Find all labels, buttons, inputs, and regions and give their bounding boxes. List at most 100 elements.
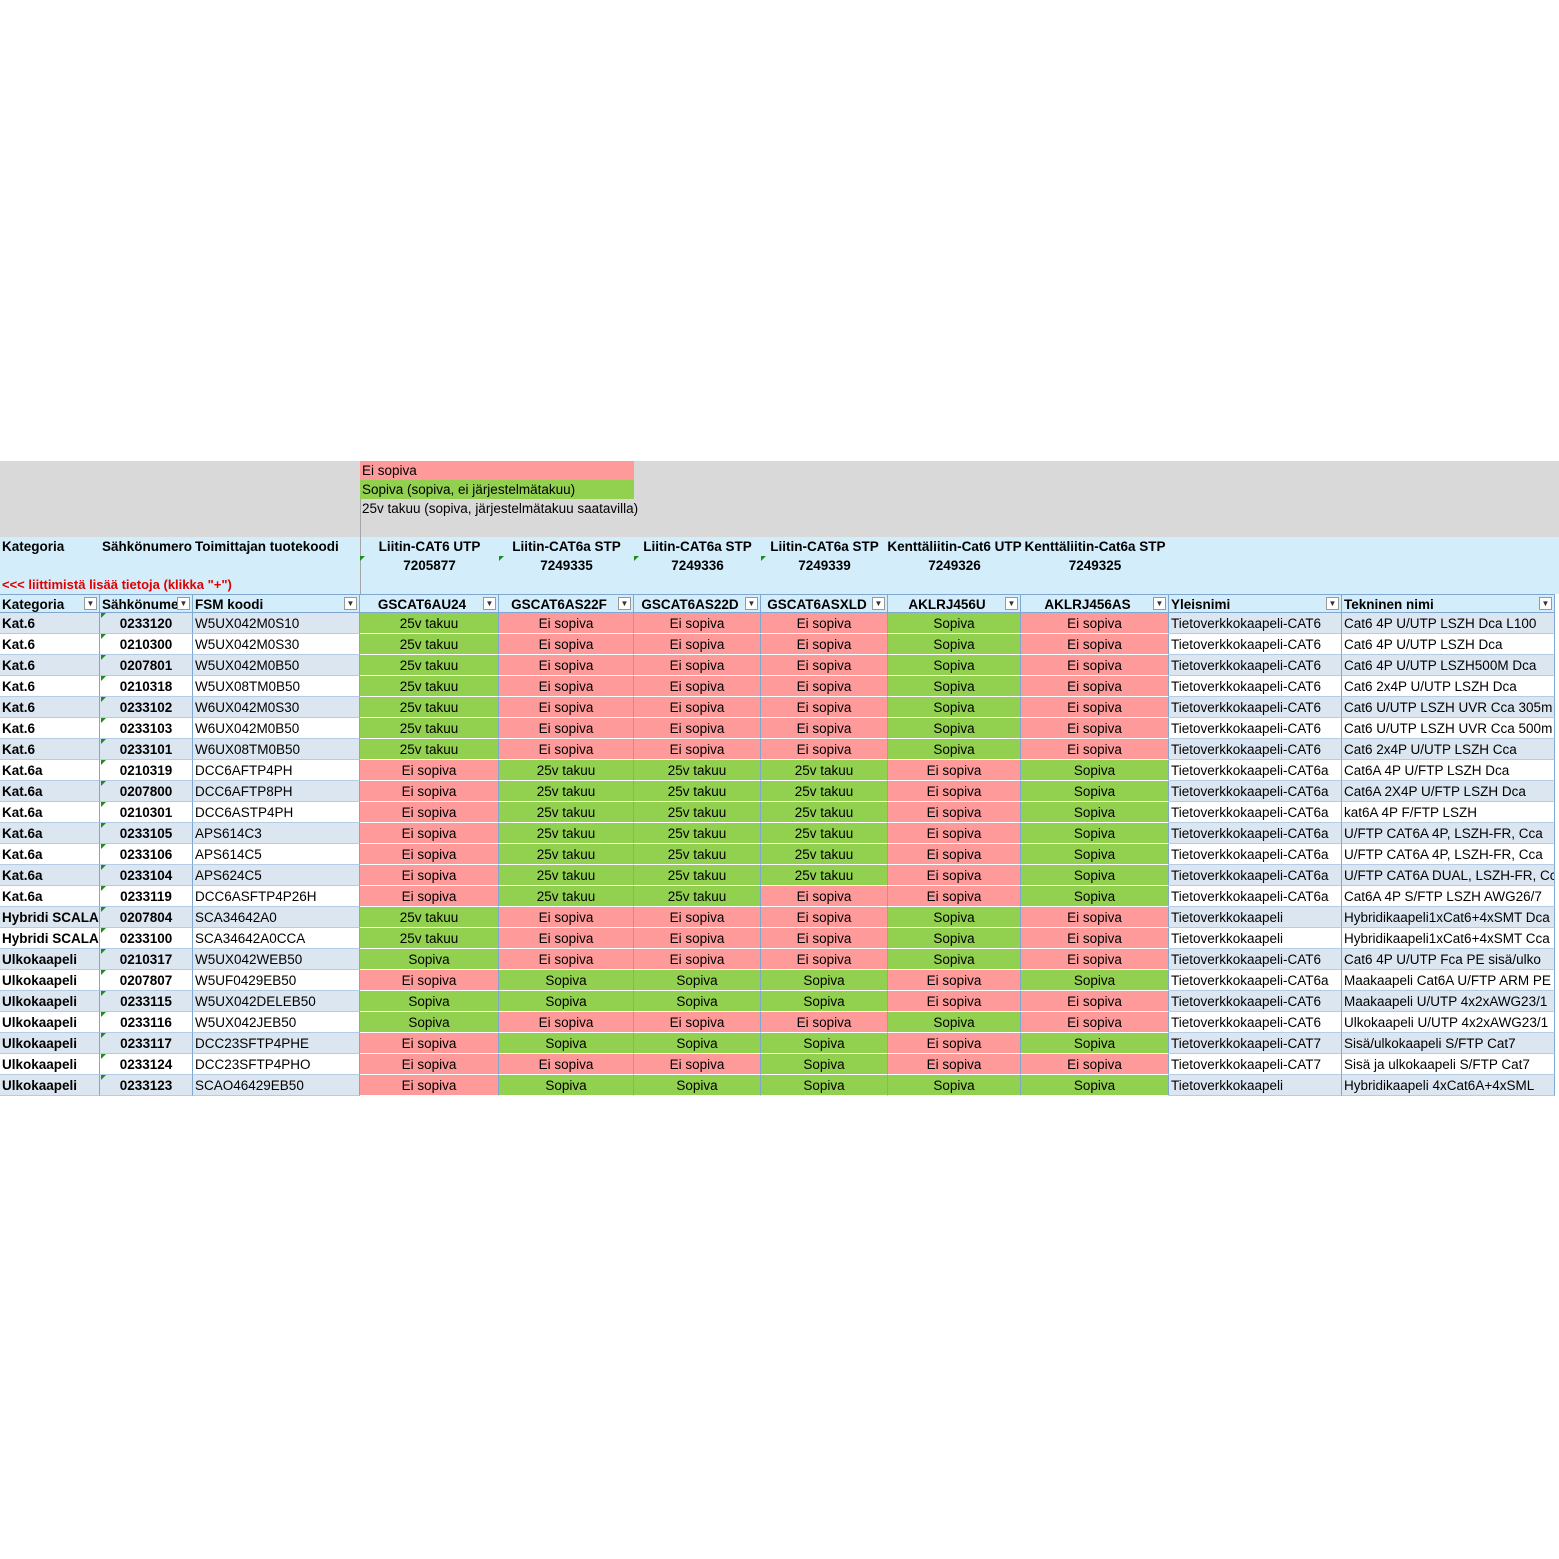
cell: Sopiva (499, 1075, 634, 1096)
cell: Ei sopiva (634, 613, 761, 634)
connector-name: Liitin-CAT6a STP (643, 539, 752, 554)
cell: 0233119 (100, 886, 193, 907)
cell: DCC23SFTP4PHE (193, 1033, 360, 1054)
cell: Tietoverkkokaapeli (1169, 1075, 1342, 1096)
cell: 25v takuu (761, 865, 888, 886)
cell: Ulkokaapeli (0, 1012, 100, 1033)
cell: Ulkokaapeli (0, 991, 100, 1012)
cell: Sopiva (1021, 970, 1169, 991)
cell: Hybridikaapeli1xCat6+4xSMT Dca (1342, 907, 1555, 928)
cell: Kat.6 (0, 613, 100, 634)
cell: Ei sopiva (761, 634, 888, 655)
cell: Sopiva (1021, 802, 1169, 823)
cell: Ei sopiva (1021, 676, 1169, 697)
cell: Sopiva (634, 991, 761, 1012)
cell: 25v takuu (499, 844, 634, 865)
cell: Ei sopiva (499, 718, 634, 739)
cell: Ulkokaapeli U/UTP 4x2xAWG23/1 (1342, 1012, 1555, 1033)
connector-name: Liitin-CAT6a STP (770, 539, 879, 554)
cell: Ei sopiva (499, 949, 634, 970)
comment-marker (101, 928, 106, 933)
cell: Hybridikaapeli1xCat6+4xSMT Cca (1342, 928, 1555, 949)
cell: Ei sopiva (1021, 697, 1169, 718)
cell: Kat.6a (0, 760, 100, 781)
filter-button[interactable]: ▼ (1326, 597, 1339, 610)
comment-marker (360, 556, 365, 561)
cell: Ei sopiva (761, 886, 888, 907)
cell: 0233124 (100, 1054, 193, 1075)
cell: Ei sopiva (360, 1054, 499, 1075)
cell: Sopiva (1021, 1075, 1169, 1096)
cell: U/FTP CAT6A 4P, LSZH-FR, Cca (1342, 823, 1555, 844)
cell: Tietoverkkokaapeli-CAT7 (1169, 1054, 1342, 1075)
filter-button[interactable]: ▼ (1153, 597, 1166, 610)
cell: Sisä ja ulkokaapeli S/FTP Cat7 (1342, 1054, 1555, 1075)
comment-marker (101, 781, 106, 786)
cell: Ei sopiva (888, 802, 1021, 823)
cell: 0233101 (100, 739, 193, 760)
cell: 0233120 (100, 613, 193, 634)
filter-button[interactable]: ▼ (483, 597, 496, 610)
cell: Ei sopiva (634, 949, 761, 970)
comment-marker (101, 907, 106, 912)
cell: Ei sopiva (1021, 634, 1169, 655)
cell: 25v takuu (499, 865, 634, 886)
cell: Sopiva (1021, 886, 1169, 907)
comment-marker (101, 676, 106, 681)
cell: DCC6AFTP4PH (193, 760, 360, 781)
cell: Ei sopiva (761, 928, 888, 949)
header-band (0, 537, 1559, 594)
cell: Ei sopiva (1021, 739, 1169, 760)
filter-button[interactable]: ▼ (177, 597, 190, 610)
filter-button[interactable]: ▼ (872, 597, 885, 610)
filter-button[interactable]: ▼ (1539, 597, 1552, 610)
cell: 25v takuu (360, 718, 499, 739)
comment-marker (101, 1012, 106, 1017)
cell: Ei sopiva (634, 907, 761, 928)
header-label: Sähkönumero (102, 539, 193, 554)
filter-button[interactable]: ▼ (344, 597, 357, 610)
filter-button[interactable]: ▼ (1005, 597, 1018, 610)
cell: W5UX042M0B50 (193, 655, 360, 676)
cell: Sopiva (888, 697, 1021, 718)
cell: Kat.6a (0, 802, 100, 823)
cell: 25v takuu (499, 823, 634, 844)
cell: Ei sopiva (761, 613, 888, 634)
comment-marker (101, 655, 106, 660)
cell: Ei sopiva (634, 1054, 761, 1075)
cell: Sopiva (888, 1012, 1021, 1033)
connector-name: Liitin-CAT6 UTP (378, 539, 481, 554)
cell: Cat6 4P U/UTP LSZH Dca (1342, 634, 1555, 655)
cell: Kat.6 (0, 634, 100, 655)
cell: Ei sopiva (360, 760, 499, 781)
cell: Ei sopiva (888, 970, 1021, 991)
cell: Ei sopiva (888, 844, 1021, 865)
cell: Ulkokaapeli (0, 949, 100, 970)
comment-marker (101, 1033, 106, 1038)
cell: Tietoverkkokaapeli-CAT6 (1169, 718, 1342, 739)
cell: Sopiva (761, 1054, 888, 1075)
filter-button[interactable]: ▼ (745, 597, 758, 610)
column-header: Kategoria (0, 594, 100, 613)
cell: Kat.6 (0, 718, 100, 739)
cell: 25v takuu (360, 739, 499, 760)
cell: DCC6AFTP8PH (193, 781, 360, 802)
filter-button[interactable]: ▼ (84, 597, 97, 610)
cell: Ei sopiva (761, 1012, 888, 1033)
cell: Ei sopiva (360, 802, 499, 823)
cell: Ulkokaapeli (0, 1054, 100, 1075)
cell: Cat6 2x4P U/UTP LSZH Cca (1342, 739, 1555, 760)
comment-marker (101, 1075, 106, 1080)
comment-marker (634, 556, 639, 561)
cell: Ei sopiva (499, 634, 634, 655)
cell: W6UX042M0S30 (193, 697, 360, 718)
cell: 0233123 (100, 1075, 193, 1096)
cell: Cat6 4P U/UTP LSZH Dca L100 (1342, 613, 1555, 634)
cell: W5UX042JEB50 (193, 1012, 360, 1033)
cell: Sopiva (888, 634, 1021, 655)
column-header: AKLRJ456AS (1021, 594, 1169, 613)
connector-number: 7249335 (540, 558, 593, 573)
filter-button[interactable]: ▼ (618, 597, 631, 610)
cell: 25v takuu (634, 865, 761, 886)
cell: W5UX042WEB50 (193, 949, 360, 970)
